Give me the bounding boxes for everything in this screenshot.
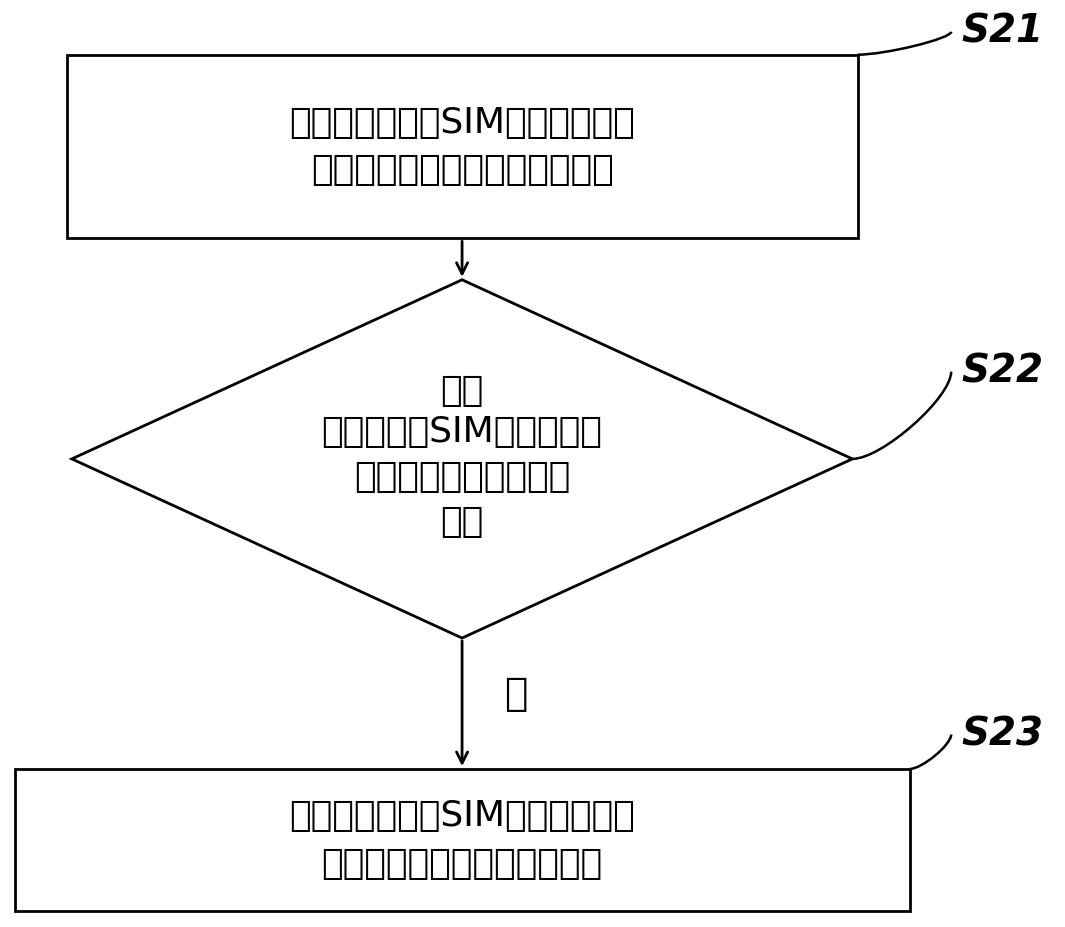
Text: 否: 否 — [504, 675, 527, 713]
Text: 确定当前的第一SIM卡的第一网络
质量不能承载当前的数据业务: 确定当前的第一SIM卡的第一网络 质量不能承载当前的数据业务 — [290, 799, 635, 881]
FancyBboxPatch shape — [67, 55, 857, 238]
Text: S22: S22 — [962, 352, 1044, 390]
FancyBboxPatch shape — [15, 769, 910, 911]
Text: 判断: 判断 — [441, 374, 484, 408]
Text: S23: S23 — [962, 716, 1044, 754]
Text: 当前的第一SIM卡的网络制
式与数据业务类型是否
匹配: 当前的第一SIM卡的网络制 式与数据业务类型是否 匹配 — [322, 415, 603, 539]
Text: S21: S21 — [962, 13, 1044, 51]
Polygon shape — [71, 280, 852, 638]
Text: 获取当前的第一SIM卡的网络制式
、以及获取当前的数据业务类型: 获取当前的第一SIM卡的网络制式 、以及获取当前的数据业务类型 — [290, 106, 635, 187]
